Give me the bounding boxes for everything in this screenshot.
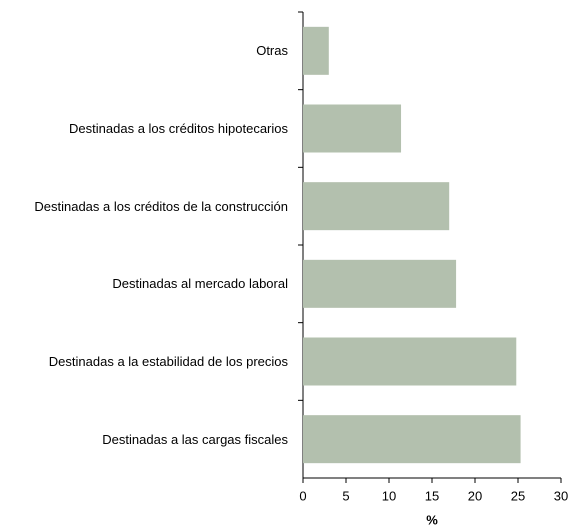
y-tick-label: Destinadas al mercado laboral [112, 276, 288, 292]
y-tick-label: Destinadas a los créditos hipotecarios [69, 121, 288, 136]
bar [303, 26, 329, 75]
category-label-box: Destinadas a la estabilidad de los preci… [0, 337, 288, 387]
y-tick-label: Destinadas a las cargas fiscales [102, 431, 288, 447]
bar [303, 337, 517, 386]
x-tick-label: 0 [299, 488, 306, 503]
y-tick-label: Otras [256, 43, 288, 59]
x-tick-label: 5 [342, 488, 349, 503]
category-label-box: Otras [0, 26, 288, 76]
category-label-box: Destinadas a los créditos de la construc… [0, 181, 288, 231]
x-tick-label: 20 [468, 488, 482, 503]
bar [303, 104, 402, 153]
x-tick-label: 10 [382, 488, 396, 503]
bar [303, 259, 457, 308]
x-tick-label: 30 [554, 488, 568, 503]
category-label-box: Destinadas a los créditos hipotecarios [0, 104, 288, 154]
category-label-box: Destinadas al mercado laboral [0, 259, 288, 309]
category-label-box: Destinadas a las cargas fiscales [0, 414, 288, 464]
x-axis-label: % [426, 512, 438, 527]
x-tick-label: 25 [511, 488, 525, 503]
bar [303, 182, 450, 231]
bar [303, 415, 521, 464]
y-tick-label: Destinadas a los créditos de la construc… [34, 198, 288, 214]
y-tick-label: Destinadas a la estabilidad de los preci… [48, 354, 288, 369]
x-tick-label: 15 [425, 488, 439, 503]
